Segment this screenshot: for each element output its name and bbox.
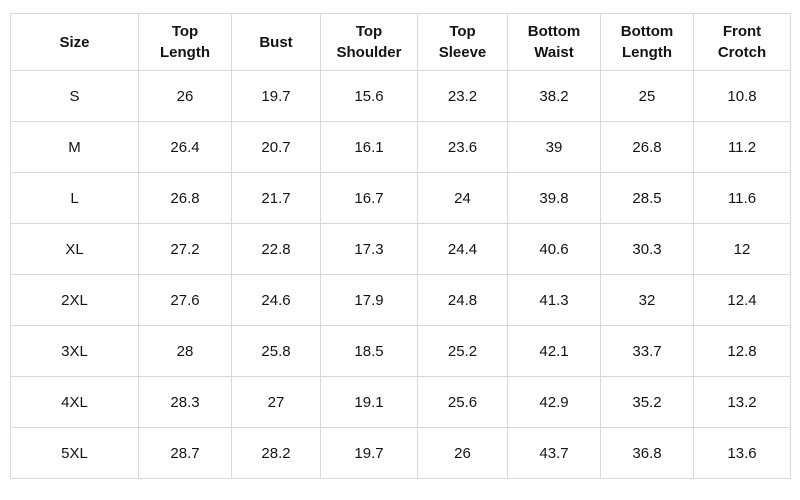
- table-row: 4XL 28.3 27 19.1 25.6 42.9 35.2 13.2: [10, 376, 791, 428]
- measurement-cell: 11.6: [693, 172, 791, 224]
- measurement-cell: 30.3: [600, 223, 694, 275]
- measurement-cell: 16.1: [320, 121, 418, 173]
- measurement-cell: 13.2: [693, 376, 791, 428]
- measurement-cell: 26: [138, 70, 232, 122]
- measurement-cell: 39.8: [507, 172, 601, 224]
- column-header-bottom-waist: Bottom Waist: [507, 13, 601, 71]
- measurement-cell: 19.7: [231, 70, 321, 122]
- table-row: XL 27.2 22.8 17.3 24.4 40.6 30.3 12: [10, 223, 791, 275]
- size-cell: XL: [10, 223, 139, 275]
- size-cell: 2XL: [10, 274, 139, 326]
- measurement-cell: 23.6: [417, 121, 508, 173]
- measurement-cell: 16.7: [320, 172, 418, 224]
- measurement-cell: 13.6: [693, 427, 791, 479]
- size-cell: S: [10, 70, 139, 122]
- header-row: Size Top Length Bust Top Shoulder Top Sleeve…: [10, 13, 791, 71]
- column-header-bust: Bust: [231, 13, 321, 71]
- measurement-cell: 26.8: [600, 121, 694, 173]
- table-row: M 26.4 20.7 16.1 23.6 39 26.8 11.2: [10, 121, 791, 173]
- measurement-cell: 25.8: [231, 325, 321, 377]
- table-row: L 26.8 21.7 16.7 24 39.8 28.5 11.6: [10, 172, 791, 224]
- size-cell: L: [10, 172, 139, 224]
- table-row: 5XL 28.7 28.2 19.7 26 43.7 36.8 13.6: [10, 427, 791, 479]
- measurement-cell: 42.9: [507, 376, 601, 428]
- measurement-cell: 24.8: [417, 274, 508, 326]
- measurement-cell: 23.2: [417, 70, 508, 122]
- column-header-top-length: Top Length: [138, 13, 232, 71]
- measurement-cell: 22.8: [231, 223, 321, 275]
- measurement-cell: 35.2: [600, 376, 694, 428]
- measurement-cell: 42.1: [507, 325, 601, 377]
- measurement-cell: 24.6: [231, 274, 321, 326]
- measurement-cell: 18.5: [320, 325, 418, 377]
- measurement-cell: 26.8: [138, 172, 232, 224]
- measurement-cell: 25.6: [417, 376, 508, 428]
- measurement-cell: 24.4: [417, 223, 508, 275]
- column-header-bottom-length: Bottom Length: [600, 13, 694, 71]
- measurement-cell: 39: [507, 121, 601, 173]
- column-header-front-crotch: Front Crotch: [693, 13, 791, 71]
- measurement-cell: 32: [600, 274, 694, 326]
- table-row: 3XL 28 25.8 18.5 25.2 42.1 33.7 12.8: [10, 325, 791, 377]
- measurement-cell: 24: [417, 172, 508, 224]
- size-chart-table: Size Top Length Bust Top Shoulder Top Sleeve…: [10, 13, 791, 479]
- measurement-cell: 12: [693, 223, 791, 275]
- measurement-cell: 17.9: [320, 274, 418, 326]
- size-cell: 4XL: [10, 376, 139, 428]
- measurement-cell: 26: [417, 427, 508, 479]
- measurement-cell: 28.5: [600, 172, 694, 224]
- measurement-cell: 33.7: [600, 325, 694, 377]
- measurement-cell: 26.4: [138, 121, 232, 173]
- measurement-cell: 20.7: [231, 121, 321, 173]
- measurement-cell: 28.7: [138, 427, 232, 479]
- size-cell: M: [10, 121, 139, 173]
- measurement-cell: 12.4: [693, 274, 791, 326]
- measurement-cell: 40.6: [507, 223, 601, 275]
- column-header-top-shoulder: Top Shoulder: [320, 13, 418, 71]
- measurement-cell: 28.3: [138, 376, 232, 428]
- measurement-cell: 27: [231, 376, 321, 428]
- measurement-cell: 17.3: [320, 223, 418, 275]
- measurement-cell: 19.7: [320, 427, 418, 479]
- measurement-cell: 10.8: [693, 70, 791, 122]
- measurement-cell: 27.2: [138, 223, 232, 275]
- measurement-cell: 43.7: [507, 427, 601, 479]
- column-header-size: Size: [10, 13, 139, 71]
- measurement-cell: 25: [600, 70, 694, 122]
- size-cell: 5XL: [10, 427, 139, 479]
- table-body: S 26 19.7 15.6 23.2 38.2 25 10.8 M 26.4 20.7 16.1 23…: [10, 70, 791, 479]
- measurement-cell: 41.3: [507, 274, 601, 326]
- measurement-cell: 12.8: [693, 325, 791, 377]
- measurement-cell: 28.2: [231, 427, 321, 479]
- measurement-cell: 28: [138, 325, 232, 377]
- measurement-cell: 27.6: [138, 274, 232, 326]
- measurement-cell: 19.1: [320, 376, 418, 428]
- measurement-cell: 15.6: [320, 70, 418, 122]
- measurement-cell: 21.7: [231, 172, 321, 224]
- table-row: 2XL 27.6 24.6 17.9 24.8 41.3 32 12.4: [10, 274, 791, 326]
- measurement-cell: 36.8: [600, 427, 694, 479]
- size-cell: 3XL: [10, 325, 139, 377]
- measurement-cell: 25.2: [417, 325, 508, 377]
- measurement-cell: 11.2: [693, 121, 791, 173]
- column-header-top-sleeve: Top Sleeve: [417, 13, 508, 71]
- table-row: S 26 19.7 15.6 23.2 38.2 25 10.8: [10, 70, 791, 122]
- measurement-cell: 38.2: [507, 70, 601, 122]
